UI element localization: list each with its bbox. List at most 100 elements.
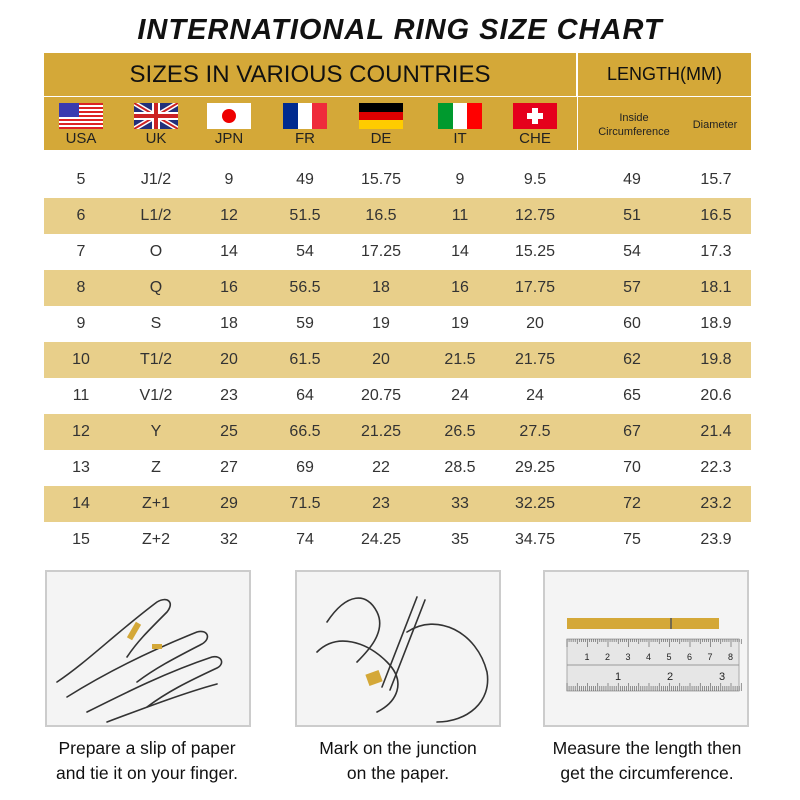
table-cell: 18.1: [700, 279, 732, 296]
ruler-inch-label: 3: [719, 671, 725, 683]
table-cell: 11: [72, 387, 90, 404]
ruler-cm-label: 4: [646, 652, 651, 662]
table-header: SIZES IN VARIOUS COUNTRIES LENGTH(MM) US…: [44, 53, 751, 150]
table-cell: 20: [526, 315, 544, 332]
table-cell: 74: [296, 531, 314, 548]
table-cell: 23.9: [700, 531, 732, 548]
table-cell: J1/2: [140, 171, 172, 188]
paper-strip: [567, 618, 719, 629]
table-cell: 64: [296, 387, 314, 404]
table-cell: Z+1: [141, 495, 170, 512]
table-cell: 11: [451, 207, 469, 224]
table-cell: 29.25: [514, 459, 556, 476]
table-cell: 12.75: [514, 207, 556, 224]
table-cell: 5: [76, 171, 86, 188]
table-cell: 24.25: [360, 531, 402, 548]
table-cell: Z: [151, 459, 161, 476]
table-row: 15 Z+2 32 74 24.25 35 34.75 75 23.9: [44, 522, 751, 558]
table-cell: 16.5: [365, 207, 397, 224]
table-cell: 54: [296, 243, 314, 260]
table-cell: 17.75: [514, 279, 556, 296]
caption-line: on the paper.: [346, 763, 450, 783]
table-cell: 23: [372, 495, 390, 512]
table-row: 5 J1/2 9 49 15.75 9 9.5 49 15.7: [44, 162, 751, 198]
table-cell: 22: [372, 459, 390, 476]
table-cell: 22.3: [700, 459, 732, 476]
table-row: 7 O 14 54 17.25 14 15.25 54 17.3: [44, 234, 751, 270]
table-row: 9 S 18 59 19 19 20 60 18.9: [44, 306, 751, 342]
table-row: 11 V1/2 23 64 20.75 24 24 65 20.6: [44, 378, 751, 414]
table-cell: Z+2: [141, 531, 170, 548]
ruler-inch-label: 2: [667, 671, 673, 683]
table-cell: 21.75: [514, 351, 556, 368]
table-cell: 34.75: [514, 531, 556, 548]
table-cell: L1/2: [140, 207, 172, 224]
table-cell: 49: [623, 171, 641, 188]
table-cell: 14: [72, 495, 90, 512]
ruler-cm-label: 3: [625, 652, 630, 662]
table-cell: 33: [451, 495, 469, 512]
table-cell: 70: [623, 459, 641, 476]
uk-flag-icon: [134, 103, 178, 129]
table-cell: 14: [451, 243, 469, 260]
table-cell: 28.5: [444, 459, 476, 476]
table-cell: 15.7: [700, 171, 732, 188]
table-cell: 16: [451, 279, 469, 296]
table-row: 14 Z+1 29 71.5 23 33 32.25 72 23.2: [44, 486, 751, 522]
table-cell: 6: [76, 207, 86, 224]
table-cell: 59: [296, 315, 314, 332]
table-cell: 29: [220, 495, 238, 512]
length-header: LENGTH(MM): [578, 53, 751, 97]
table-cell: 8: [76, 279, 86, 296]
ruler-cm-label: 2: [605, 652, 610, 662]
country-label: DE: [370, 130, 392, 147]
table-cell: 9: [455, 171, 465, 188]
table-cell: 49: [296, 171, 314, 188]
table-cell: 10: [72, 351, 90, 368]
table-cell: 21.4: [700, 423, 732, 440]
table-cell: 15.75: [360, 171, 402, 188]
table-cell: 51.5: [289, 207, 321, 224]
table-cell: 72: [623, 495, 641, 512]
table-cell: T1/2: [139, 351, 172, 368]
step-1-illustration: [45, 570, 251, 727]
table-cell: 18: [372, 279, 390, 296]
table-cell: 23: [220, 387, 238, 404]
table-cell: S: [150, 315, 162, 332]
table-cell: 21.25: [360, 423, 402, 440]
ruler-cm-label: 7: [707, 652, 712, 662]
country-label: USA: [65, 130, 97, 147]
france-flag-icon: [283, 103, 327, 129]
japan-flag-icon: [207, 103, 251, 129]
table-cell: 51: [623, 207, 641, 224]
ruler-cm-label: 5: [666, 652, 671, 662]
table-cell: 20: [220, 351, 238, 368]
marking-paper-icon: [316, 596, 489, 723]
table-cell: 27.5: [519, 423, 551, 440]
table-cell: 56.5: [289, 279, 321, 296]
country-label: IT: [453, 130, 467, 147]
step-2-illustration: [295, 570, 501, 727]
ruler-inch-label: 1: [615, 671, 621, 683]
table-cell: 20.6: [700, 387, 732, 404]
table-cell: 16: [220, 279, 238, 296]
hand-with-paper-icon: [56, 598, 223, 723]
table-cell: Q: [149, 279, 163, 296]
table-cell: 26.5: [444, 423, 476, 440]
table-cell: 20.75: [360, 387, 402, 404]
table-cell: 25: [220, 423, 238, 440]
germany-flag-icon: [359, 103, 403, 129]
page-title: INTERNATIONAL RING SIZE CHART: [137, 14, 663, 46]
table-cell: 15: [72, 531, 90, 548]
table-cell: 23.2: [700, 495, 732, 512]
table-row: 8 Q 16 56.5 18 16 17.75 57 18.1: [44, 270, 751, 306]
table-cell: 18.9: [700, 315, 732, 332]
table-cell: 18: [220, 315, 238, 332]
table-cell: O: [149, 243, 163, 260]
table-cell: 57: [623, 279, 641, 296]
caption-line: get the circumference.: [560, 763, 734, 783]
table-cell: 54: [623, 243, 641, 260]
caption-line: Prepare a slip of paper: [58, 738, 236, 758]
caption-line: Measure the length then: [552, 738, 742, 758]
